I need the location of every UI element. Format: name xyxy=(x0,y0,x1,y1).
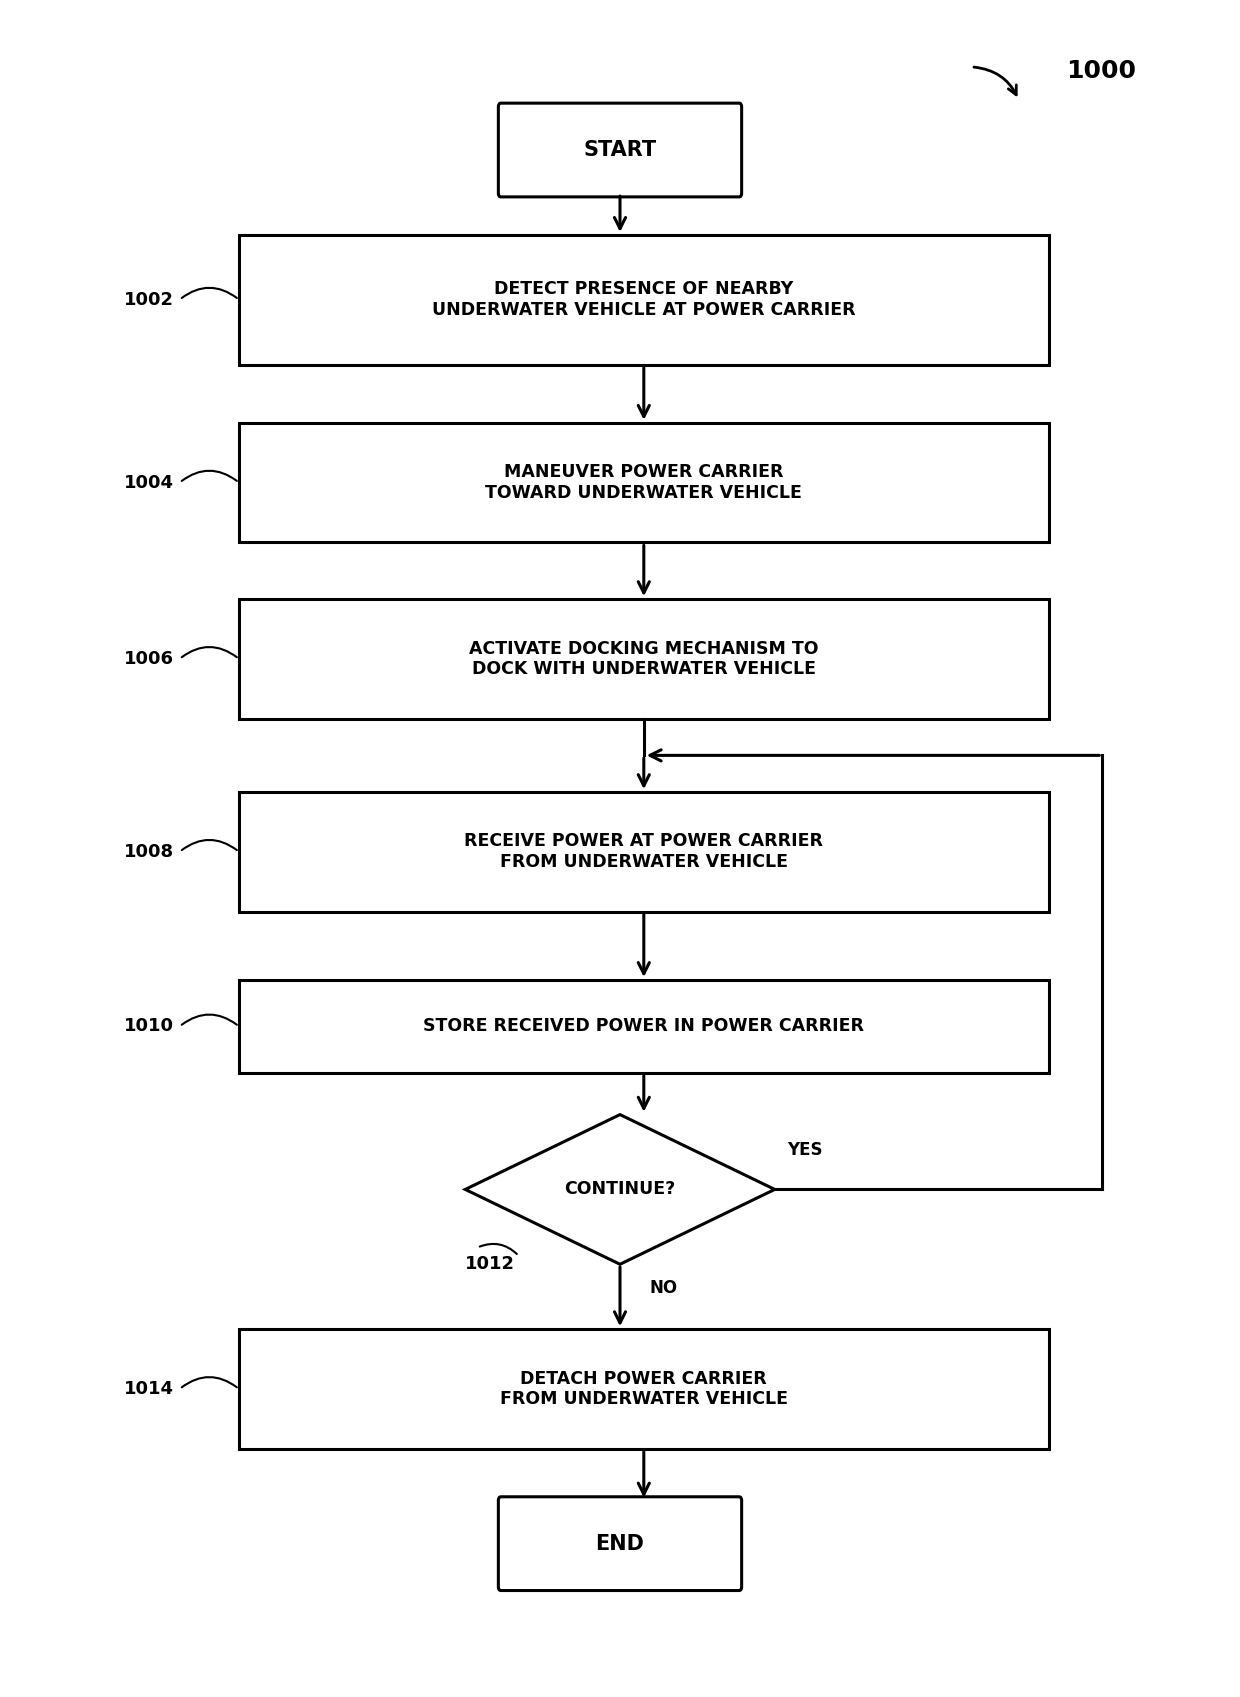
Text: 1014: 1014 xyxy=(124,1380,174,1398)
Text: 1006: 1006 xyxy=(124,650,174,669)
Text: 1008: 1008 xyxy=(124,843,174,860)
Text: STORE RECEIVED POWER IN POWER CARRIER: STORE RECEIVED POWER IN POWER CARRIER xyxy=(423,1018,864,1035)
Bar xyxy=(239,1329,1049,1449)
Bar xyxy=(239,234,1049,365)
Text: MANEUVER POWER CARRIER
TOWARD UNDERWATER VEHICLE: MANEUVER POWER CARRIER TOWARD UNDERWATER… xyxy=(485,463,802,502)
Text: 1012: 1012 xyxy=(465,1256,516,1273)
Text: NO: NO xyxy=(650,1280,678,1298)
FancyBboxPatch shape xyxy=(498,1497,742,1590)
Text: ACTIVATE DOCKING MECHANISM TO
DOCK WITH UNDERWATER VEHICLE: ACTIVATE DOCKING MECHANISM TO DOCK WITH … xyxy=(469,640,818,679)
Text: END: END xyxy=(595,1534,645,1554)
Text: START: START xyxy=(584,141,656,160)
Text: CONTINUE?: CONTINUE? xyxy=(564,1181,676,1198)
Text: DETECT PRESENCE OF NEARBY
UNDERWATER VEHICLE AT POWER CARRIER: DETECT PRESENCE OF NEARBY UNDERWATER VEH… xyxy=(432,280,856,319)
Polygon shape xyxy=(465,1115,775,1264)
FancyBboxPatch shape xyxy=(498,104,742,197)
Bar xyxy=(239,979,1049,1073)
Text: RECEIVE POWER AT POWER CARRIER
FROM UNDERWATER VEHICLE: RECEIVE POWER AT POWER CARRIER FROM UNDE… xyxy=(464,833,823,871)
Text: YES: YES xyxy=(786,1142,822,1159)
Text: 1000: 1000 xyxy=(1066,59,1136,83)
Text: 1002: 1002 xyxy=(124,290,174,309)
Bar xyxy=(239,423,1049,543)
Text: 1010: 1010 xyxy=(124,1018,174,1035)
Bar xyxy=(239,792,1049,911)
Bar xyxy=(239,599,1049,720)
Text: 1004: 1004 xyxy=(124,473,174,492)
Text: DETACH POWER CARRIER
FROM UNDERWATER VEHICLE: DETACH POWER CARRIER FROM UNDERWATER VEH… xyxy=(500,1369,787,1409)
